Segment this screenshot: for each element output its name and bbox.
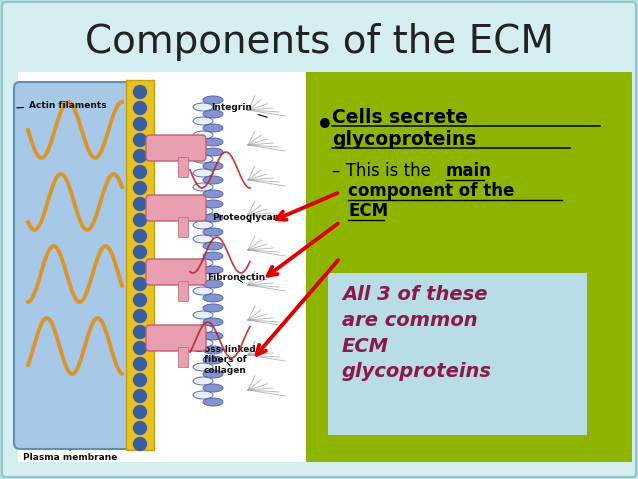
Bar bbox=[306, 72, 632, 462]
Ellipse shape bbox=[203, 304, 223, 312]
Ellipse shape bbox=[193, 103, 213, 111]
Ellipse shape bbox=[203, 280, 223, 288]
Text: Fibronectin: Fibronectin bbox=[207, 274, 265, 283]
Ellipse shape bbox=[193, 287, 213, 295]
Circle shape bbox=[133, 229, 147, 242]
Ellipse shape bbox=[203, 346, 223, 354]
Circle shape bbox=[133, 85, 147, 99]
Ellipse shape bbox=[193, 221, 213, 229]
Circle shape bbox=[133, 166, 147, 179]
Circle shape bbox=[133, 326, 147, 339]
Ellipse shape bbox=[193, 325, 213, 333]
Bar bbox=[178, 347, 188, 367]
Ellipse shape bbox=[203, 162, 223, 170]
Ellipse shape bbox=[203, 200, 223, 208]
Ellipse shape bbox=[203, 96, 223, 104]
Circle shape bbox=[133, 117, 147, 130]
Text: – This is the: – This is the bbox=[332, 162, 436, 180]
Text: ECM: ECM bbox=[348, 202, 388, 220]
Circle shape bbox=[133, 389, 147, 402]
Circle shape bbox=[133, 374, 147, 387]
Circle shape bbox=[133, 406, 147, 419]
Bar bbox=[178, 217, 188, 237]
Ellipse shape bbox=[203, 266, 223, 274]
Ellipse shape bbox=[193, 235, 213, 243]
Ellipse shape bbox=[203, 138, 223, 146]
FancyBboxPatch shape bbox=[146, 195, 206, 221]
Circle shape bbox=[133, 149, 147, 162]
Text: Actin filaments: Actin filaments bbox=[17, 101, 107, 110]
Ellipse shape bbox=[193, 377, 213, 385]
Circle shape bbox=[133, 214, 147, 227]
FancyBboxPatch shape bbox=[14, 82, 136, 449]
Circle shape bbox=[133, 294, 147, 307]
Ellipse shape bbox=[203, 370, 223, 378]
Text: Cells secrete: Cells secrete bbox=[332, 108, 468, 127]
Ellipse shape bbox=[203, 228, 223, 236]
Ellipse shape bbox=[193, 391, 213, 399]
Circle shape bbox=[133, 342, 147, 354]
Text: Proteoglycan: Proteoglycan bbox=[212, 214, 279, 223]
Ellipse shape bbox=[193, 363, 213, 371]
Ellipse shape bbox=[193, 169, 213, 177]
Circle shape bbox=[133, 262, 147, 274]
Circle shape bbox=[133, 182, 147, 194]
Text: Integrin: Integrin bbox=[212, 103, 267, 117]
Ellipse shape bbox=[193, 273, 213, 281]
Text: •: • bbox=[316, 112, 334, 140]
Text: Components of the ECM: Components of the ECM bbox=[85, 23, 553, 61]
Ellipse shape bbox=[193, 339, 213, 347]
Circle shape bbox=[133, 277, 147, 290]
Text: Cross-linked
fibers of
collagen: Cross-linked fibers of collagen bbox=[193, 345, 256, 375]
Ellipse shape bbox=[203, 252, 223, 260]
Ellipse shape bbox=[193, 311, 213, 319]
FancyBboxPatch shape bbox=[146, 259, 206, 285]
FancyBboxPatch shape bbox=[146, 325, 206, 351]
Circle shape bbox=[133, 309, 147, 322]
Bar bbox=[178, 157, 188, 177]
Ellipse shape bbox=[203, 384, 223, 392]
Text: glycoproteins: glycoproteins bbox=[332, 130, 477, 149]
Ellipse shape bbox=[193, 183, 213, 191]
Text: Plasma membrane: Plasma membrane bbox=[23, 450, 117, 463]
Ellipse shape bbox=[203, 124, 223, 132]
Ellipse shape bbox=[203, 214, 223, 222]
Circle shape bbox=[133, 197, 147, 210]
Ellipse shape bbox=[193, 155, 213, 163]
Text: All 3 of these
are common
ECM
glycoproteins: All 3 of these are common ECM glycoprote… bbox=[342, 285, 492, 381]
Ellipse shape bbox=[193, 131, 213, 139]
Ellipse shape bbox=[203, 176, 223, 184]
Ellipse shape bbox=[193, 259, 213, 267]
Ellipse shape bbox=[203, 190, 223, 198]
Circle shape bbox=[133, 437, 147, 451]
Ellipse shape bbox=[203, 332, 223, 340]
Ellipse shape bbox=[193, 117, 213, 125]
Circle shape bbox=[133, 102, 147, 114]
Circle shape bbox=[133, 357, 147, 370]
Bar bbox=[18, 72, 306, 462]
Ellipse shape bbox=[203, 294, 223, 302]
Circle shape bbox=[133, 422, 147, 434]
Ellipse shape bbox=[203, 110, 223, 118]
Ellipse shape bbox=[203, 398, 223, 406]
Circle shape bbox=[133, 246, 147, 259]
Bar bbox=[126, 80, 154, 450]
Ellipse shape bbox=[203, 356, 223, 364]
Ellipse shape bbox=[193, 207, 213, 215]
Text: component of the: component of the bbox=[348, 182, 514, 200]
FancyBboxPatch shape bbox=[146, 135, 206, 161]
Ellipse shape bbox=[203, 242, 223, 250]
Text: main: main bbox=[446, 162, 492, 180]
Ellipse shape bbox=[203, 318, 223, 326]
Bar bbox=[178, 281, 188, 301]
Ellipse shape bbox=[203, 148, 223, 156]
FancyBboxPatch shape bbox=[328, 273, 587, 435]
Circle shape bbox=[133, 134, 147, 147]
